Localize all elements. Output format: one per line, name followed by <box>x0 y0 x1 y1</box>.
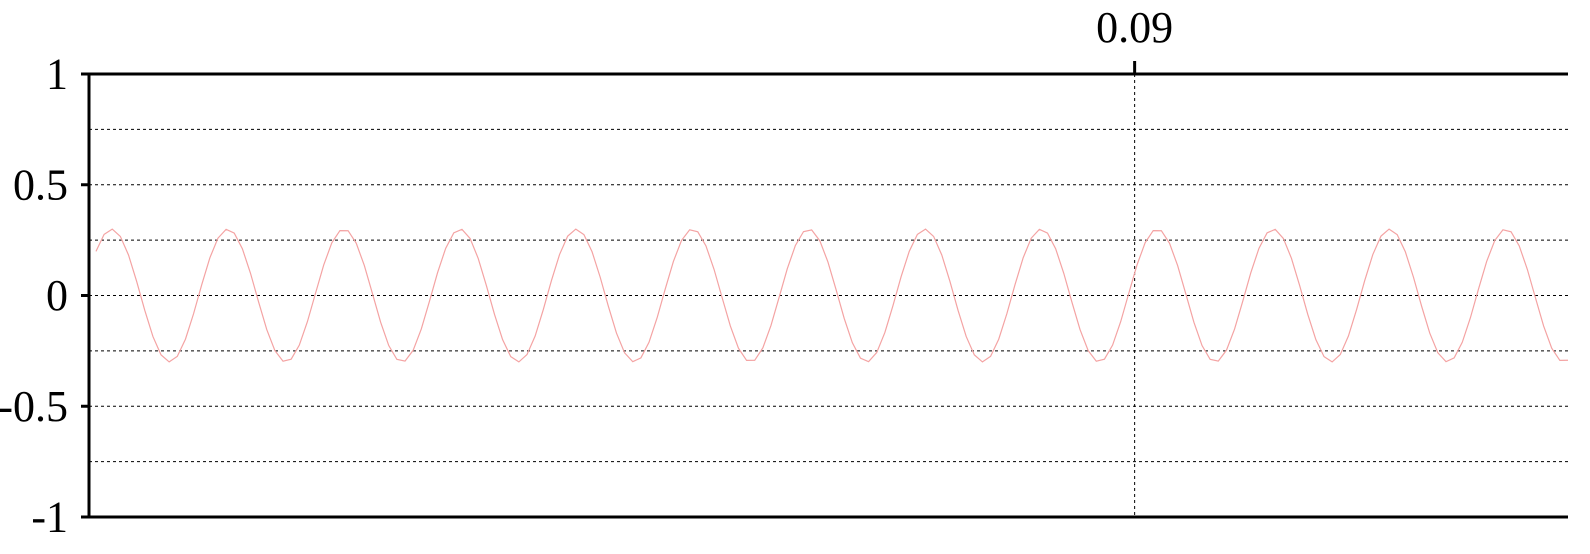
y-tick-label: 0 <box>46 271 68 320</box>
grid-lines <box>89 74 1568 517</box>
y-tick-label: -0.5 <box>0 382 68 431</box>
series-group <box>95 228 1569 363</box>
y-tick-label: 1 <box>46 50 68 99</box>
x-tick-label: 0.09 <box>1096 3 1173 52</box>
series-line <box>95 228 1569 363</box>
y-ticks: 1 0.5 0 -0.5 -1 <box>0 50 89 542</box>
y-tick-label: -1 <box>31 493 68 542</box>
x-ticks: 0.09 <box>1096 3 1173 74</box>
y-tick-label: 0.5 <box>13 160 68 209</box>
